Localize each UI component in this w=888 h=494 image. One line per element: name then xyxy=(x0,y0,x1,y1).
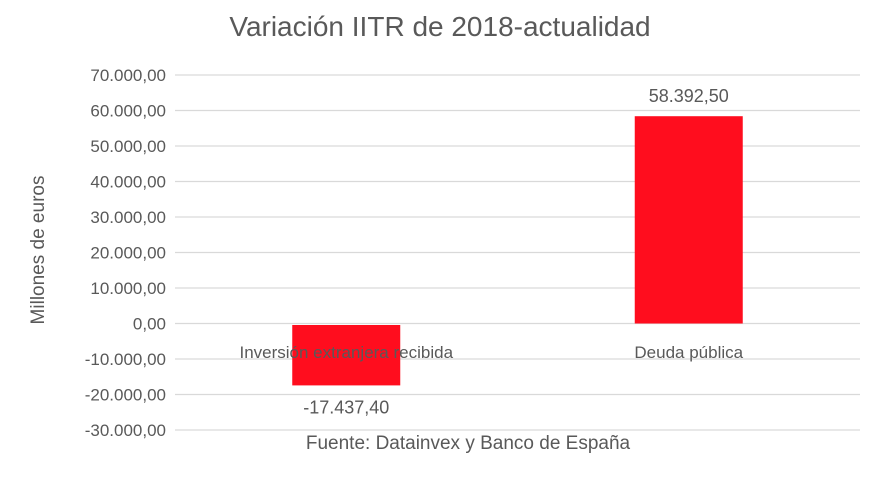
category-label: Inversión extranjera recibida xyxy=(239,343,453,362)
chart-title: Variación IITR de 2018-actualidad xyxy=(229,11,650,42)
bar xyxy=(634,116,743,324)
category-label: Deuda pública xyxy=(634,343,743,362)
y-tick-label: 30.000,00 xyxy=(90,208,166,227)
y-tick-label: 60.000,00 xyxy=(90,102,166,121)
y-tick-label: 70.000,00 xyxy=(90,66,166,85)
source-note: Fuente: Datainvex y Banco de España xyxy=(306,433,631,454)
y-tick-label: 10.000,00 xyxy=(90,279,166,298)
data-label: -17.437,40 xyxy=(303,397,389,417)
y-tick-label: 50.000,00 xyxy=(90,137,166,156)
y-tick-label: 20.000,00 xyxy=(90,244,166,263)
y-tick-label: -20.000,00 xyxy=(85,386,166,405)
y-tick-label: 40.000,00 xyxy=(90,173,166,192)
y-axis-label: Millones de euros xyxy=(28,176,49,325)
y-tick-label: -10.000,00 xyxy=(85,350,166,369)
y-tick-label: 0,00 xyxy=(133,315,166,334)
y-tick-label: -30.000,00 xyxy=(85,421,166,440)
bar xyxy=(292,325,401,386)
data-label: 58.392,50 xyxy=(649,86,729,106)
